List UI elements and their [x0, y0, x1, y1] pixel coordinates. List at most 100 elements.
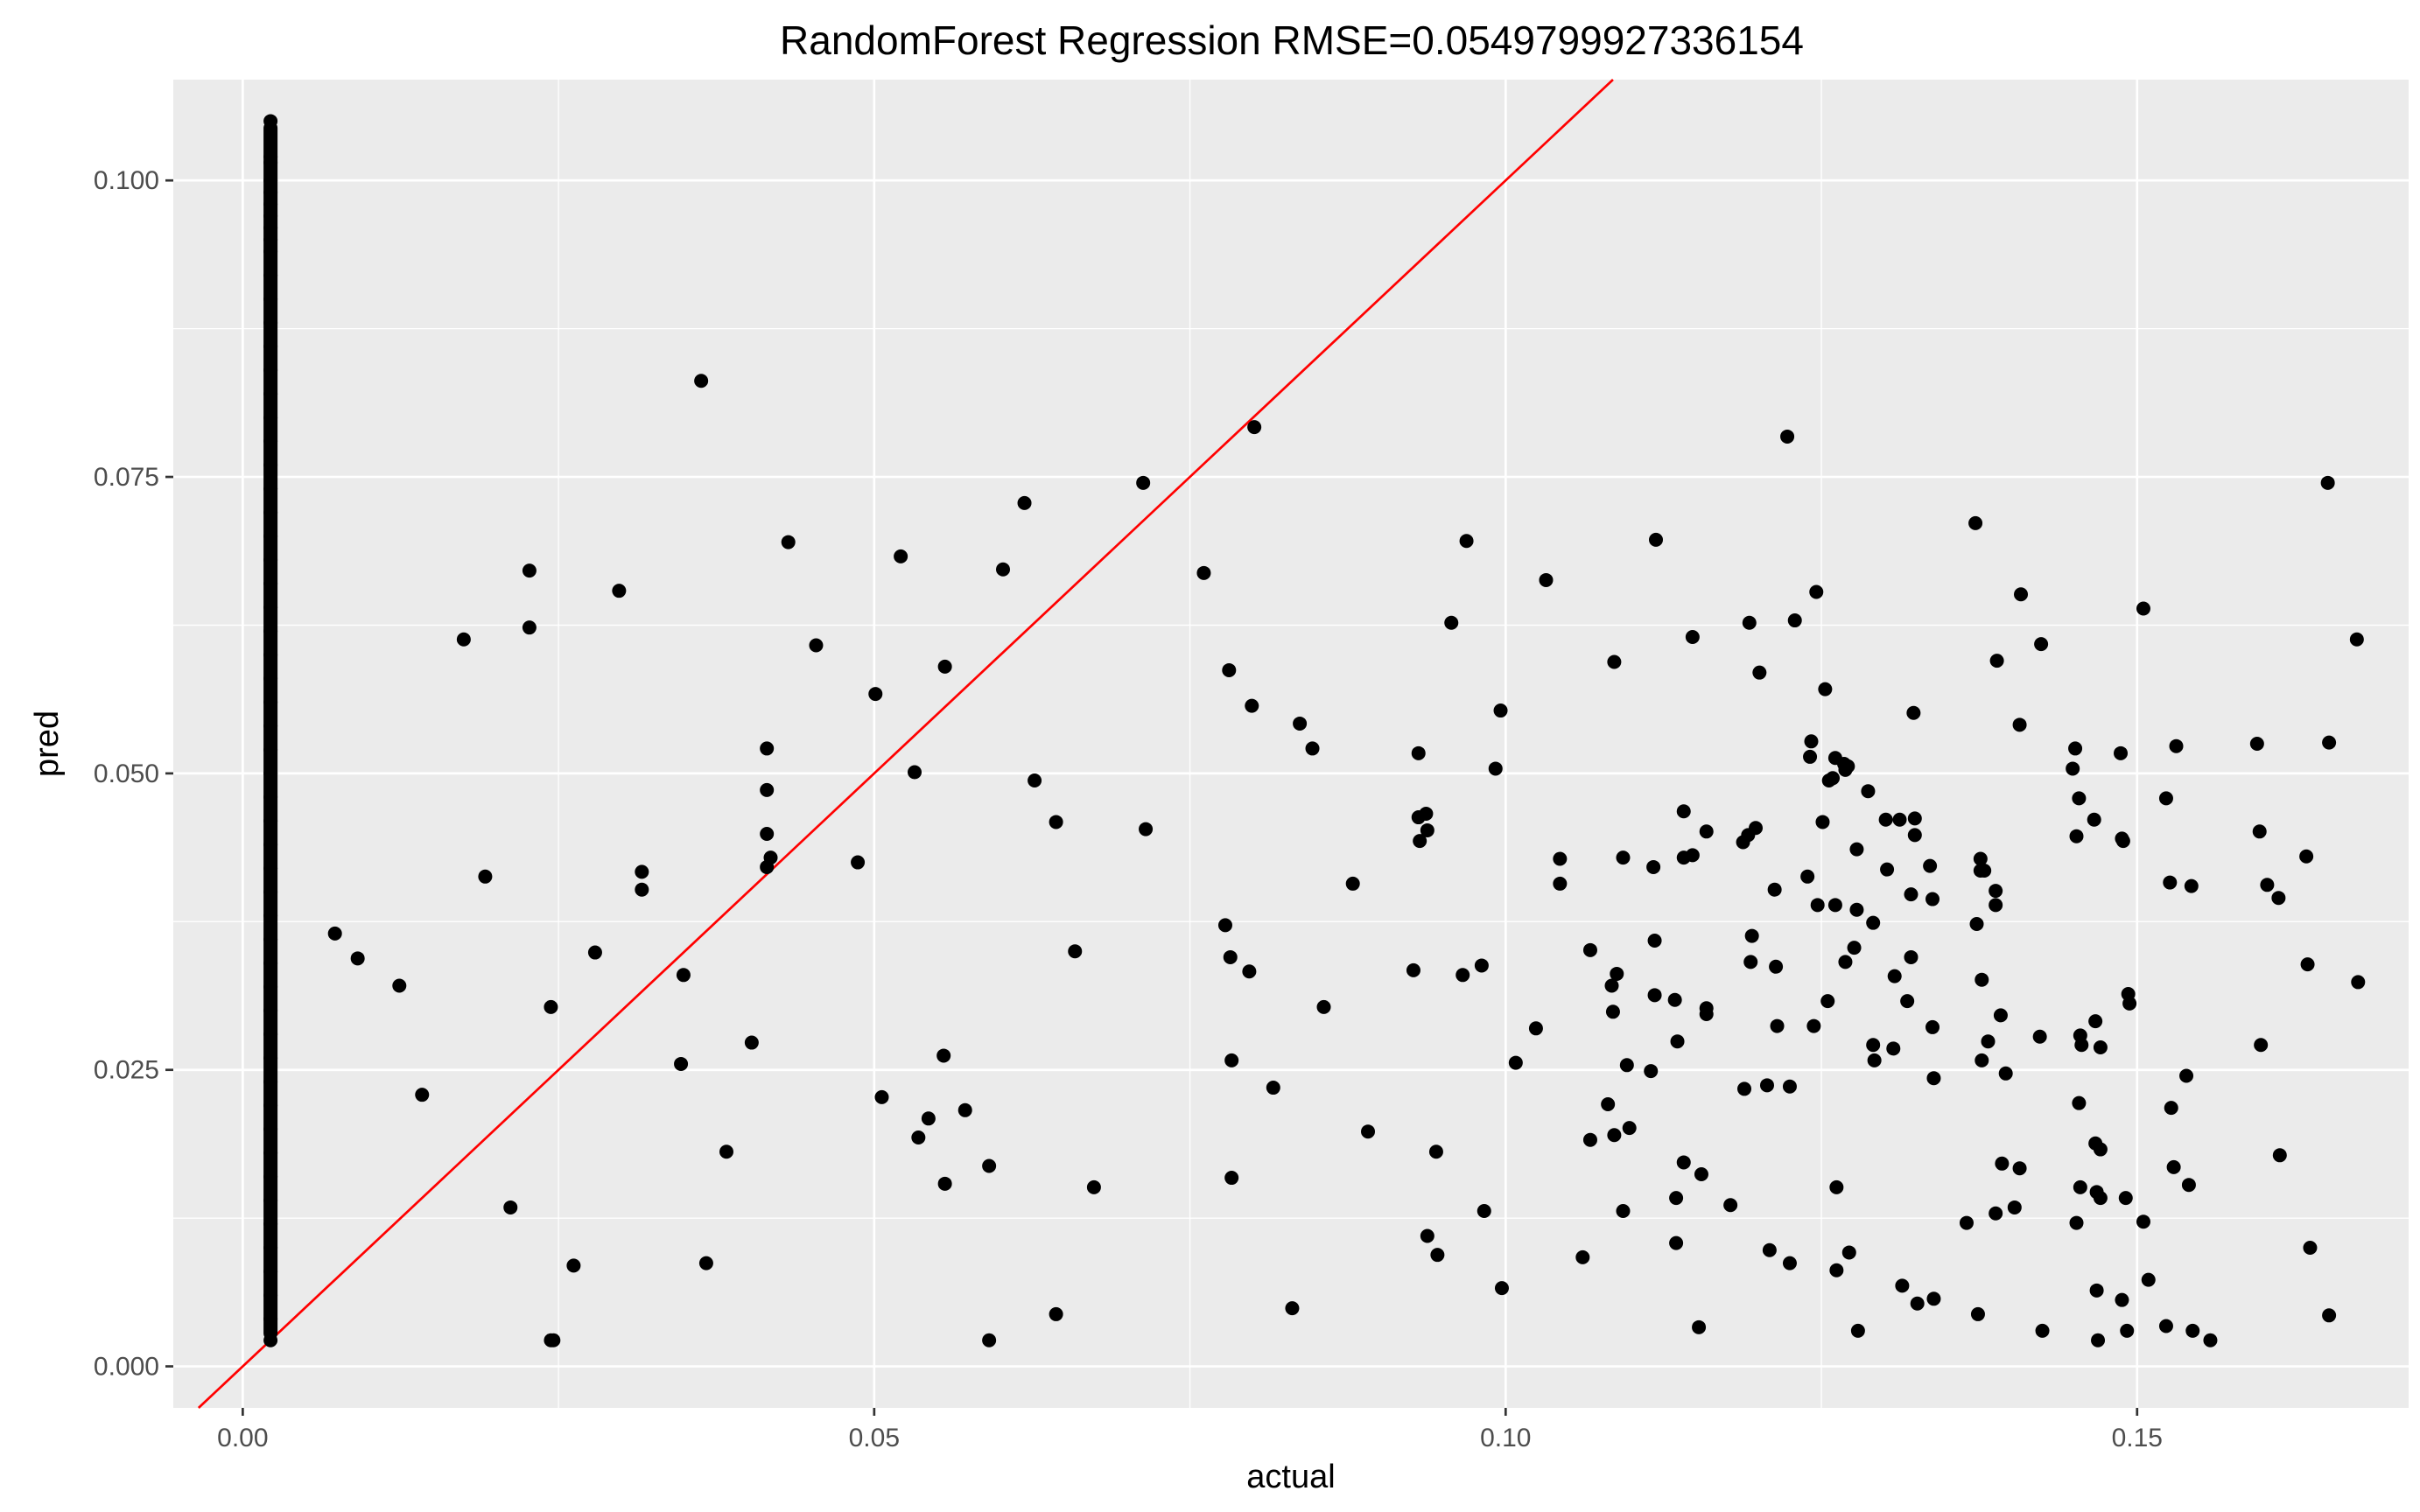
data-point — [2322, 1308, 2337, 1323]
data-point — [1459, 534, 1474, 549]
data-point — [982, 1333, 997, 1348]
data-point — [1989, 654, 2004, 668]
data-point — [1685, 630, 1700, 645]
data-point — [2163, 875, 2178, 890]
data-point — [937, 1176, 952, 1191]
data-point — [478, 869, 493, 884]
data-point — [2012, 1161, 2027, 1176]
data-point — [1829, 1180, 1844, 1194]
data-point — [1993, 1008, 2008, 1023]
data-point — [2093, 1142, 2108, 1157]
data-point — [1895, 1278, 1910, 1293]
data-point — [263, 1193, 278, 1208]
data-point — [2069, 829, 2084, 844]
y-axis: 0.000 0.025 0.050 0.075 0.100 — [94, 166, 173, 1382]
data-point — [1892, 812, 1907, 827]
data-point — [1818, 682, 1833, 696]
data-point — [1430, 1248, 1445, 1263]
x-axis-title: actual — [1246, 1459, 1335, 1495]
data-point — [1995, 1156, 2010, 1171]
grid-lines — [173, 80, 2409, 1408]
data-point — [1742, 615, 1757, 630]
data-point — [263, 434, 278, 449]
data-point — [2203, 1333, 2218, 1348]
data-point — [1619, 1058, 1634, 1073]
data-point — [2122, 996, 2137, 1011]
data-point — [982, 1158, 997, 1173]
data-point — [1787, 613, 1802, 628]
data-point — [263, 1333, 278, 1348]
data-point — [1474, 958, 1489, 973]
data-point — [2072, 1096, 2087, 1110]
y-tick-label: 0.100 — [94, 166, 159, 195]
data-point — [263, 908, 278, 923]
data-point — [1867, 1053, 1882, 1068]
data-point — [1815, 815, 1830, 830]
data-point — [1829, 1263, 1844, 1278]
data-point — [1528, 1021, 1543, 1036]
data-point — [263, 363, 278, 378]
data-point — [263, 1288, 278, 1303]
data-point — [719, 1144, 734, 1159]
data-point — [1616, 1204, 1631, 1219]
data-point — [1676, 1155, 1691, 1170]
data-point — [1767, 882, 1782, 897]
data-point — [1752, 665, 1767, 680]
data-point — [263, 220, 278, 235]
data-point — [2320, 475, 2335, 490]
data-point — [456, 632, 471, 647]
data-point — [937, 659, 952, 674]
x-tick-label: 0.15 — [2112, 1424, 2163, 1452]
data-point — [1222, 662, 1237, 677]
data-point — [908, 765, 922, 780]
data-point — [1669, 1191, 1684, 1206]
data-point — [263, 268, 278, 283]
data-point — [2181, 1178, 2196, 1193]
data-point — [2252, 824, 2267, 839]
data-point — [1850, 1323, 1865, 1338]
data-point — [2118, 1191, 2133, 1206]
data-point — [1970, 1306, 1985, 1321]
data-point — [1969, 917, 1984, 932]
data-point — [1607, 654, 1622, 669]
data-point — [1345, 876, 1360, 891]
data-point — [263, 1027, 278, 1042]
data-point — [1610, 966, 1624, 981]
data-point — [635, 882, 649, 897]
data-point — [1959, 1215, 1974, 1230]
data-point — [2093, 1040, 2108, 1054]
data-point — [2300, 957, 2315, 972]
data-point — [744, 1035, 759, 1050]
data-point — [674, 1056, 689, 1071]
data-point — [263, 232, 278, 247]
y-axis-title: pred — [29, 710, 66, 777]
data-point — [1849, 902, 1864, 917]
data-point — [263, 1216, 278, 1231]
data-point — [1968, 515, 1983, 530]
data-point — [1224, 1171, 1239, 1186]
data-point — [1604, 978, 1619, 993]
data-point — [1826, 771, 1841, 786]
data-point — [2115, 834, 2130, 849]
data-point — [1508, 1055, 1523, 1070]
data-point — [1419, 806, 1434, 821]
data-point — [546, 1333, 561, 1348]
data-point — [1925, 1019, 1940, 1034]
data-point — [1676, 804, 1691, 819]
data-point — [392, 978, 407, 993]
data-point — [1989, 898, 2003, 913]
data-point — [1803, 749, 1818, 764]
reference-line-y-equals-x — [197, 79, 1614, 1409]
x-tick-label: 0.10 — [1480, 1424, 1531, 1452]
data-point — [1444, 615, 1459, 630]
data-point — [1694, 1166, 1708, 1181]
data-point — [263, 1169, 278, 1184]
data-point — [1223, 949, 1238, 964]
data-point — [1759, 1078, 1774, 1093]
data-point — [1413, 834, 1427, 849]
data-point — [1699, 824, 1714, 839]
data-point — [1224, 1053, 1239, 1068]
data-point — [1989, 1206, 2003, 1221]
data-point — [1907, 828, 1922, 843]
